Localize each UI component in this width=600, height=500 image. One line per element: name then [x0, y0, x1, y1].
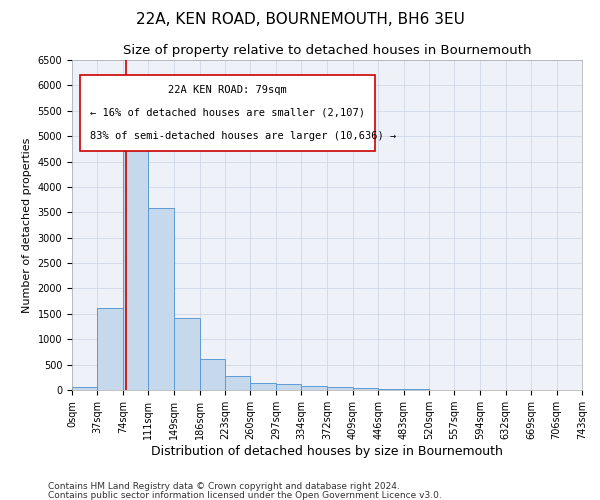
Bar	[250, 384, 276, 390]
Bar	[174, 318, 200, 390]
Bar	[200, 358, 225, 390]
Text: 22A, KEN ROAD, BOURNEMOUTH, BH6 3EU: 22A, KEN ROAD, BOURNEMOUTH, BH6 3EU	[136, 12, 464, 28]
Bar	[72, 387, 97, 390]
Bar	[301, 386, 326, 390]
FancyBboxPatch shape	[80, 75, 376, 151]
Text: 22A KEN ROAD: 79sqm: 22A KEN ROAD: 79sqm	[168, 84, 287, 94]
Text: 83% of semi-detached houses are larger (10,636) →: 83% of semi-detached houses are larger (…	[90, 131, 396, 141]
Bar	[276, 384, 301, 390]
Text: Contains HM Land Registry data © Crown copyright and database right 2024.: Contains HM Land Registry data © Crown c…	[48, 482, 400, 491]
Bar	[148, 208, 173, 390]
Text: ← 16% of detached houses are smaller (2,107): ← 16% of detached houses are smaller (2,…	[90, 108, 365, 118]
Title: Size of property relative to detached houses in Bournemouth: Size of property relative to detached ho…	[123, 44, 531, 58]
Bar	[123, 131, 148, 390]
Bar	[97, 308, 123, 390]
Y-axis label: Number of detached properties: Number of detached properties	[22, 138, 32, 312]
Bar	[353, 388, 378, 390]
Text: Contains public sector information licensed under the Open Government Licence v3: Contains public sector information licen…	[48, 490, 442, 500]
Bar	[328, 387, 353, 390]
Bar	[378, 389, 404, 390]
Bar	[225, 376, 250, 390]
X-axis label: Distribution of detached houses by size in Bournemouth: Distribution of detached houses by size …	[151, 445, 503, 458]
